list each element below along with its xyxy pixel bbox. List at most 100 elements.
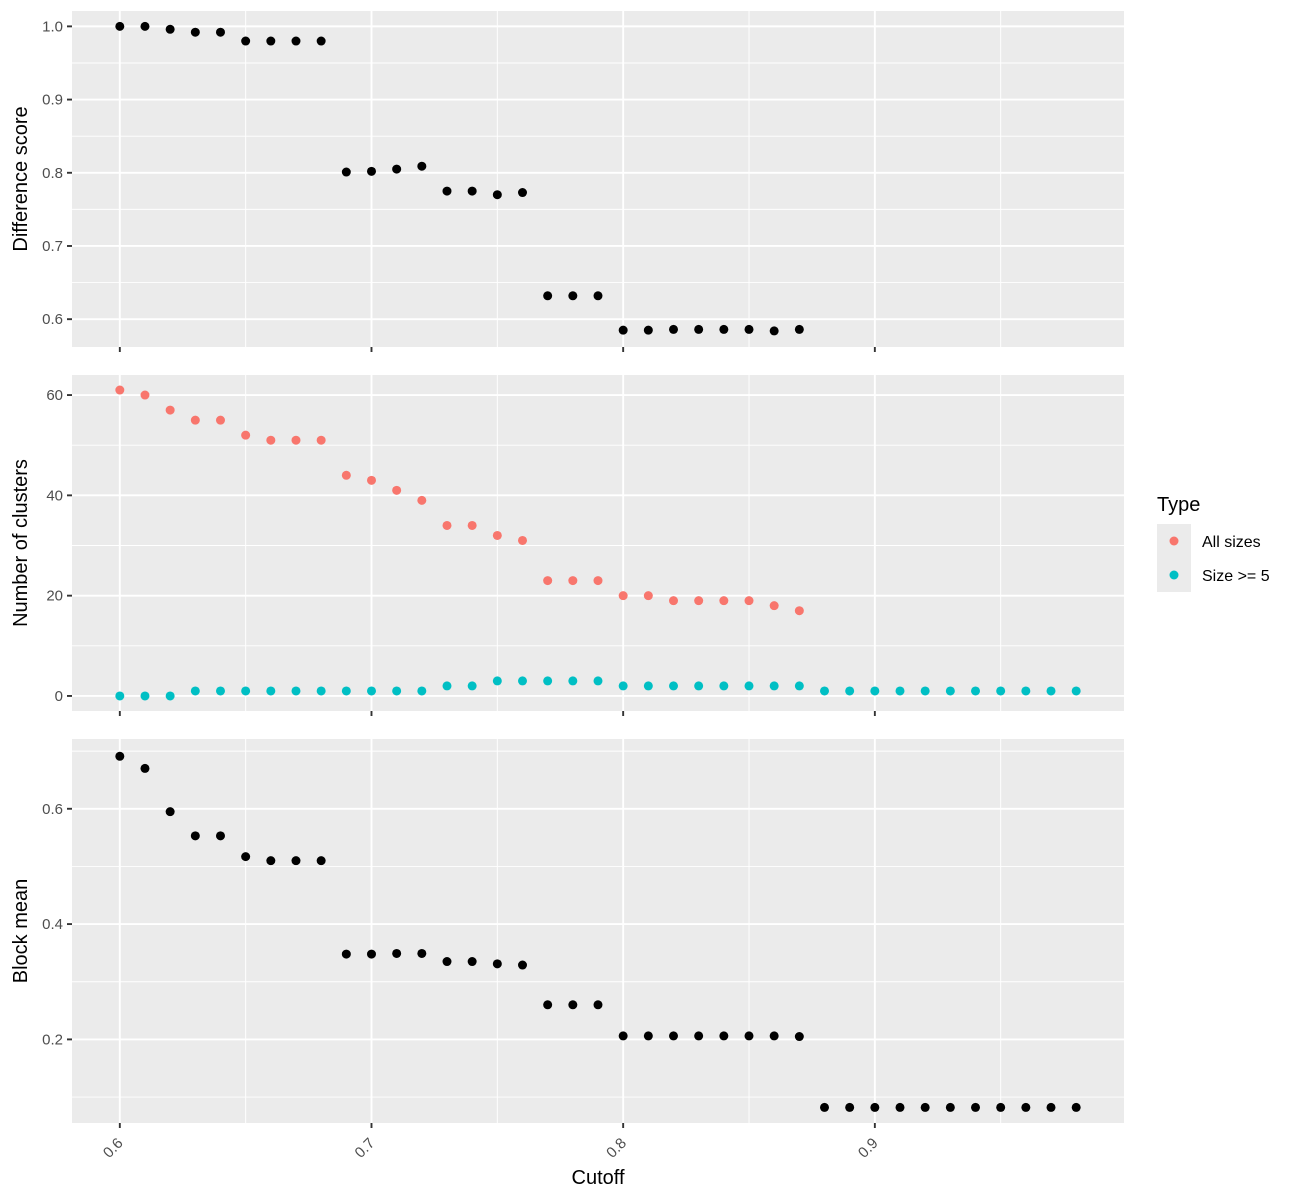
data-point: [241, 686, 251, 696]
panels-group: 0.6 0.7 0.8 0.9 1.0 Difference score 0 20 40 60 Nu…: [10, 11, 1124, 1162]
y-tick-label: 20: [46, 588, 63, 605]
x-tick-label: 0.9: [855, 1135, 882, 1162]
data-point: [996, 1102, 1006, 1112]
data-point: [643, 325, 653, 335]
panel-background: [72, 11, 1124, 347]
data-point: [442, 186, 452, 196]
data-point: [870, 1102, 880, 1112]
data-point: [719, 324, 729, 334]
data-point: [543, 676, 553, 686]
y-tick-label: 0.2: [42, 1031, 63, 1048]
data-point: [165, 405, 175, 415]
data-point: [190, 27, 200, 37]
y-tick-label: 0.4: [42, 916, 63, 933]
data-point: [140, 390, 150, 400]
data-point: [669, 324, 679, 334]
data-point: [669, 681, 679, 691]
y-tick-label: 0.9: [42, 92, 63, 109]
data-point: [392, 164, 402, 174]
y-tick-label: 0: [55, 688, 63, 705]
data-point: [316, 686, 326, 696]
y-tick-label: 40: [46, 487, 63, 504]
data-point: [291, 686, 301, 696]
y-tick-label: 60: [46, 387, 63, 404]
data-point: [694, 1031, 704, 1041]
data-point: [190, 686, 200, 696]
data-point: [492, 530, 502, 540]
data-point: [1046, 686, 1056, 696]
data-point: [467, 186, 477, 196]
data-point: [593, 291, 603, 301]
data-point: [769, 1031, 779, 1041]
data-point: [115, 385, 125, 395]
data-point: [442, 957, 452, 967]
x-tick-label: 0.6: [100, 1135, 127, 1162]
data-point: [618, 681, 628, 691]
data-point: [694, 681, 704, 691]
data-point: [341, 949, 351, 959]
data-point: [870, 686, 880, 696]
data-point: [517, 535, 527, 545]
data-point: [517, 676, 527, 686]
data-point: [366, 686, 376, 696]
data-point: [1071, 686, 1081, 696]
data-point: [140, 21, 150, 31]
data-point: [895, 1102, 905, 1112]
data-point: [115, 751, 125, 761]
data-point: [215, 27, 225, 37]
data-point: [1071, 1102, 1081, 1112]
y-axis-title: Block mean: [10, 879, 32, 984]
y-axis-title: Number of clusters: [10, 459, 32, 627]
data-point: [341, 686, 351, 696]
data-point: [845, 1102, 855, 1112]
data-point: [492, 676, 502, 686]
data-point: [316, 36, 326, 46]
data-point: [568, 676, 578, 686]
data-point: [291, 36, 301, 46]
data-point: [543, 576, 553, 586]
data-point: [341, 470, 351, 480]
data-point: [417, 161, 427, 171]
panel-block-mean: 0.2 0.4 0.6 Block mean: [10, 739, 1124, 1128]
data-point: [140, 763, 150, 773]
data-point: [517, 960, 527, 970]
data-point: [442, 681, 452, 691]
data-point: [568, 291, 578, 301]
data-point: [467, 681, 477, 691]
data-point: [845, 686, 855, 696]
data-point: [618, 591, 628, 601]
panel-difference-score: 0.6 0.7 0.8 0.9 1.0 Difference score: [10, 11, 1124, 352]
data-point: [366, 949, 376, 959]
data-point: [945, 686, 955, 696]
x-axis-title: Cutoff: [572, 1167, 625, 1189]
series-all-sizes: [115, 385, 804, 616]
data-point: [215, 686, 225, 696]
data-point: [392, 686, 402, 696]
data-point: [618, 325, 628, 335]
data-point: [769, 326, 779, 336]
data-point: [643, 591, 653, 601]
data-point: [643, 681, 653, 691]
y-axis-title: Difference score: [10, 106, 32, 251]
data-point: [971, 686, 981, 696]
legend-label-size-5: Size >= 5: [1202, 568, 1270, 585]
data-point: [719, 681, 729, 691]
data-point: [417, 495, 427, 505]
data-point: [568, 1000, 578, 1010]
y-tick-label: 0.6: [42, 311, 63, 328]
data-point: [543, 291, 553, 301]
data-point: [744, 681, 754, 691]
data-point: [417, 948, 427, 958]
y-tick-label: 0.7: [42, 238, 63, 255]
data-point: [215, 415, 225, 425]
data-point: [266, 856, 276, 866]
data-point: [744, 596, 754, 606]
legend: Type All sizes Size >= 5: [1157, 494, 1270, 592]
data-point: [417, 686, 427, 696]
data-point: [291, 856, 301, 866]
data-point: [794, 681, 804, 691]
data-point: [316, 435, 326, 445]
data-point: [593, 576, 603, 586]
legend-key-all-sizes: [1169, 536, 1179, 546]
